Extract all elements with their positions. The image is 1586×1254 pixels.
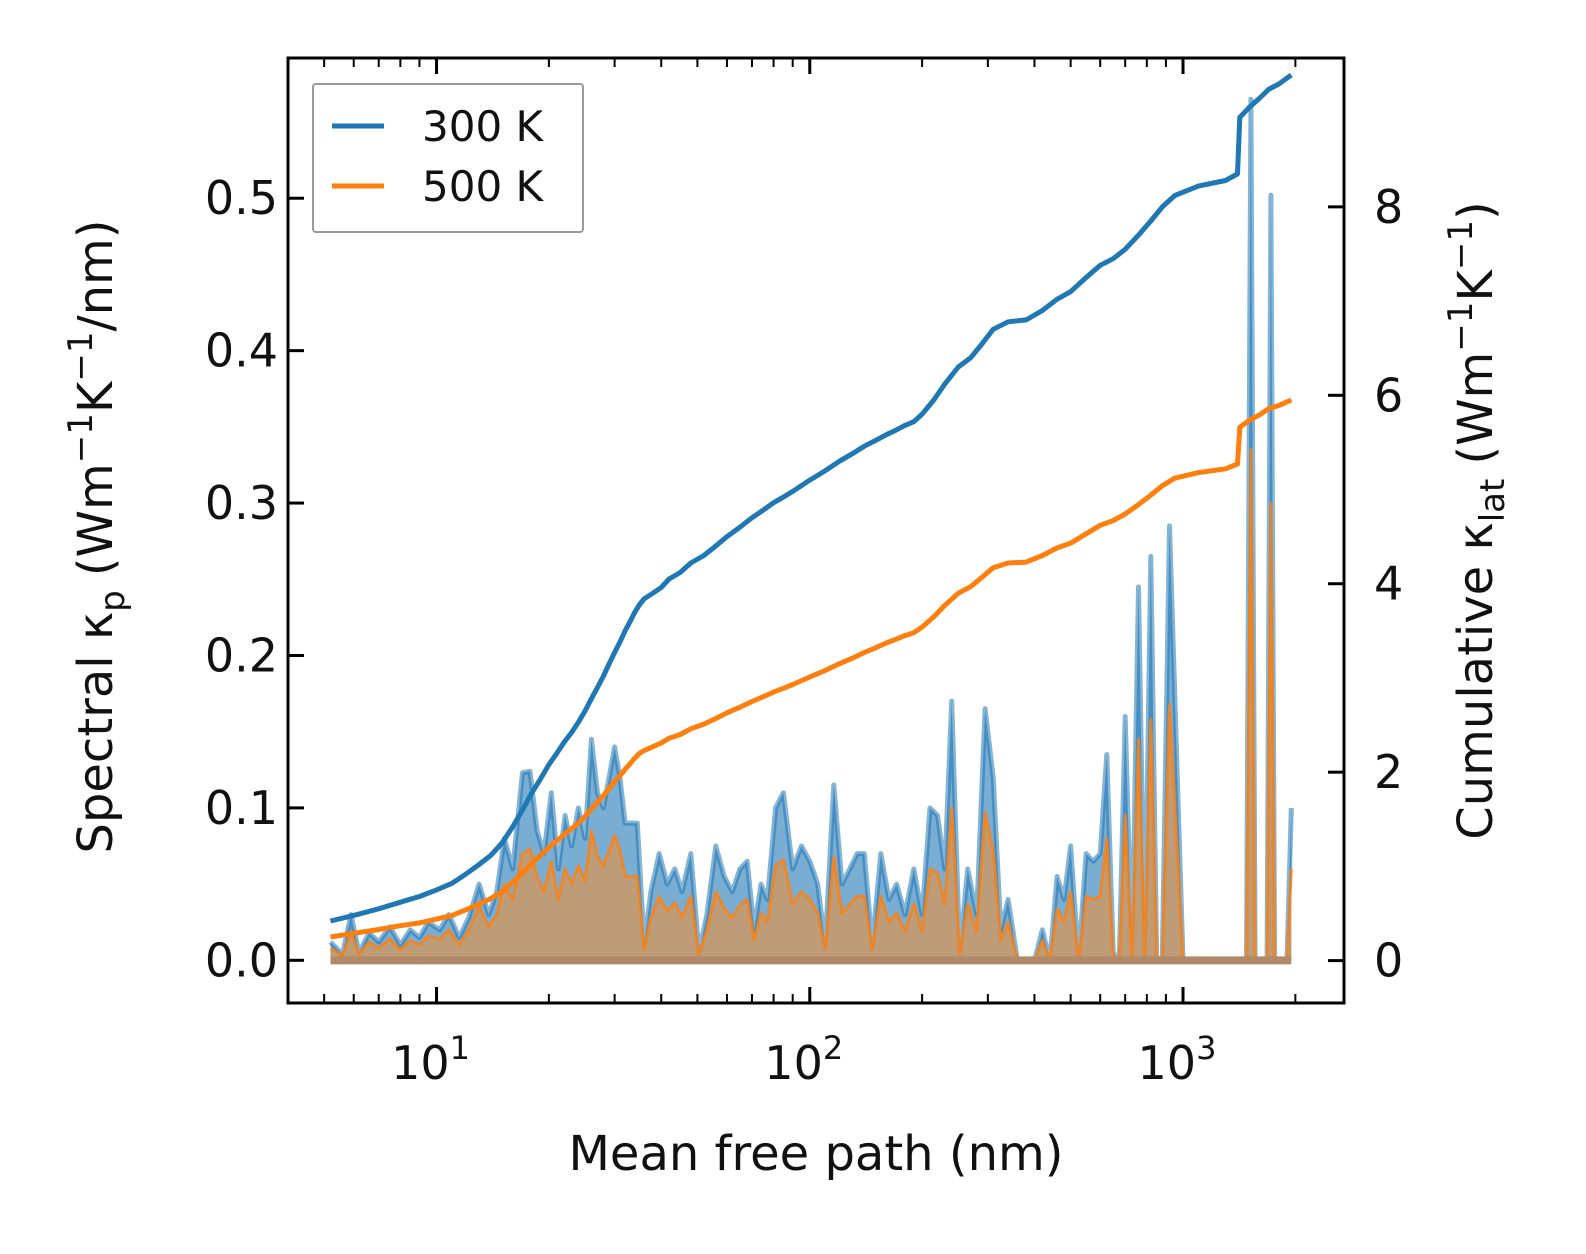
y-axis-right-title: Cumulative κlat(Wm−1K−1) xyxy=(1441,201,1513,840)
series-lines xyxy=(329,72,1293,940)
spectral-fills xyxy=(328,96,1294,965)
y-right-tick-label: 4 xyxy=(1374,557,1403,611)
x-tick-exp: 1 xyxy=(450,1029,470,1067)
y-right-mid: K xyxy=(1448,269,1504,302)
y-right-units-prefix: (Wm xyxy=(1448,352,1504,465)
x-tick-label: 101 xyxy=(391,1029,470,1090)
y-left-mid: K xyxy=(68,380,124,413)
y-left-sub: p xyxy=(93,590,133,612)
x-tick-exp: 2 xyxy=(823,1029,843,1067)
legend: 300 K 500 K xyxy=(312,83,584,233)
y-right-units-suffix: ) xyxy=(1448,201,1504,220)
y-left-units-prefix: (Wm xyxy=(68,463,124,576)
plot-frame xyxy=(286,56,1346,1005)
y-left-sup2: −1 xyxy=(61,332,101,382)
y-left-tick-label: 0.1 xyxy=(205,781,278,835)
y-axis-left-title: Spectral κp(Wm−1K−1/nm) xyxy=(61,219,133,853)
y-left-tick-label: 0.3 xyxy=(205,476,278,530)
x-tick-label: 102 xyxy=(764,1029,843,1090)
y-left-tick-label: 0.0 xyxy=(205,933,278,987)
y-right-tick-label: 6 xyxy=(1374,368,1403,422)
x-tick-base: 10 xyxy=(391,1036,450,1090)
cumulative-line-300k xyxy=(329,72,1293,924)
x-tick-label: 103 xyxy=(1138,1029,1217,1090)
y-right-tick-label: 2 xyxy=(1374,745,1403,799)
y-right-main: Cumulative κ xyxy=(1448,522,1504,840)
y-left-tick-label: 0.2 xyxy=(205,628,278,682)
y-right-tick-label: 8 xyxy=(1374,180,1403,234)
spectral-line-1 xyxy=(329,448,1293,962)
x-tick-base: 10 xyxy=(1138,1036,1197,1090)
y-left-main: Spectral κ xyxy=(68,612,124,854)
y-left-sup1: −1 xyxy=(61,413,101,463)
legend-label-300k: 300 K xyxy=(422,102,545,151)
x-tick-exp: 3 xyxy=(1196,1029,1216,1067)
y-right-sup1: −1 xyxy=(1441,302,1481,352)
x-tick-base: 10 xyxy=(764,1036,823,1090)
legend-box xyxy=(312,83,584,233)
legend-label-500k: 500 K xyxy=(422,162,545,211)
y-left-tick-label: 0.4 xyxy=(205,324,278,378)
y-left-units-suffix: /nm) xyxy=(68,219,124,331)
y-left-tick-label: 0.5 xyxy=(205,171,278,225)
y-right-tick-label: 0 xyxy=(1374,934,1403,988)
y-right-sub: lat xyxy=(1473,479,1513,523)
cumulative-line-500k xyxy=(330,397,1293,940)
x-axis-title: Mean free path (nm) xyxy=(569,1126,1064,1182)
y-right-sup2: −1 xyxy=(1441,220,1481,270)
